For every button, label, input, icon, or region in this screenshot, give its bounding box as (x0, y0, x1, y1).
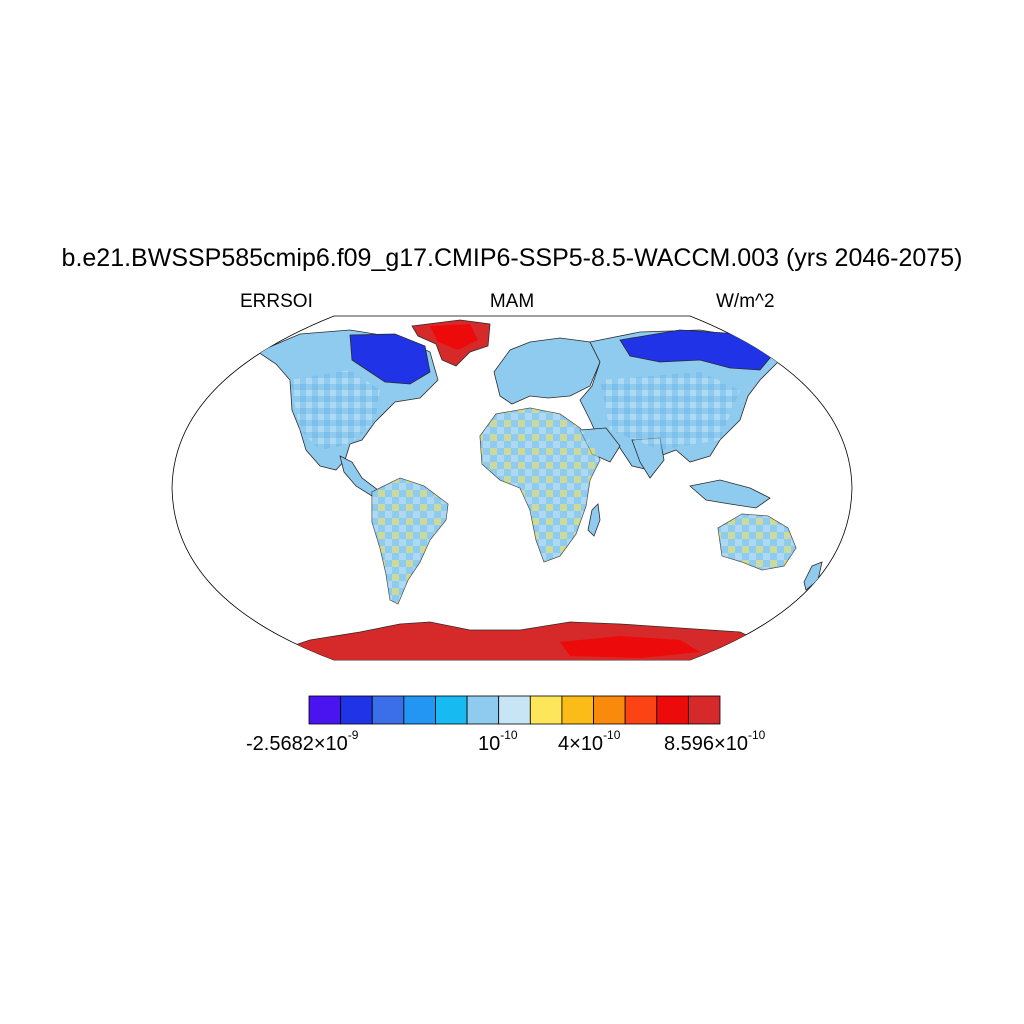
variable-label: ERRSOI (240, 291, 313, 312)
land-madagascar (587, 503, 601, 537)
colorbar-label-max: 8.596×10-10 (664, 728, 766, 755)
north-america-texture (290, 370, 380, 450)
colorbar-box-12 (687, 695, 721, 725)
colorbar-box-3 (403, 695, 436, 725)
colorbar-label-mid: 10-10 (478, 728, 518, 755)
land-antarctica (259, 621, 781, 660)
colorbar-label-four: 4×10-10 (558, 728, 621, 755)
colorbar-box-9 (593, 695, 626, 725)
land-europe (493, 337, 601, 405)
land-new-zealand (803, 561, 823, 591)
asia-texture (600, 372, 740, 450)
units-label: W/m^2 (716, 291, 775, 312)
colorbar-box-0 (308, 695, 342, 725)
colorbar-box-10 (624, 695, 658, 725)
africa-texture (480, 408, 600, 562)
colorbar-label-min: -2.5682×10-9 (246, 728, 359, 755)
australia-texture (718, 514, 796, 570)
colorbar-box-1 (340, 695, 373, 725)
colorbar-box-8 (561, 695, 594, 725)
land-canada-arctic (349, 333, 431, 385)
land-siberia (619, 329, 776, 371)
season-label: MAM (489, 291, 535, 312)
colorbar-box-7 (529, 695, 563, 725)
antarctica-interior (560, 636, 700, 658)
colorbar-box-11 (656, 695, 689, 725)
greenland-interior (430, 324, 478, 350)
colorbar-box-5 (466, 695, 500, 725)
colorbar-box-4 (435, 695, 468, 725)
colorbar-box-6 (498, 695, 531, 725)
south-america-texture (372, 478, 448, 604)
colorbar-box-2 (371, 695, 405, 725)
map-title: b.e21.BWSSP585cmip6.f09_g17.CMIP6-SSP5-8… (61, 244, 963, 272)
land-maritime-asia (689, 479, 771, 509)
